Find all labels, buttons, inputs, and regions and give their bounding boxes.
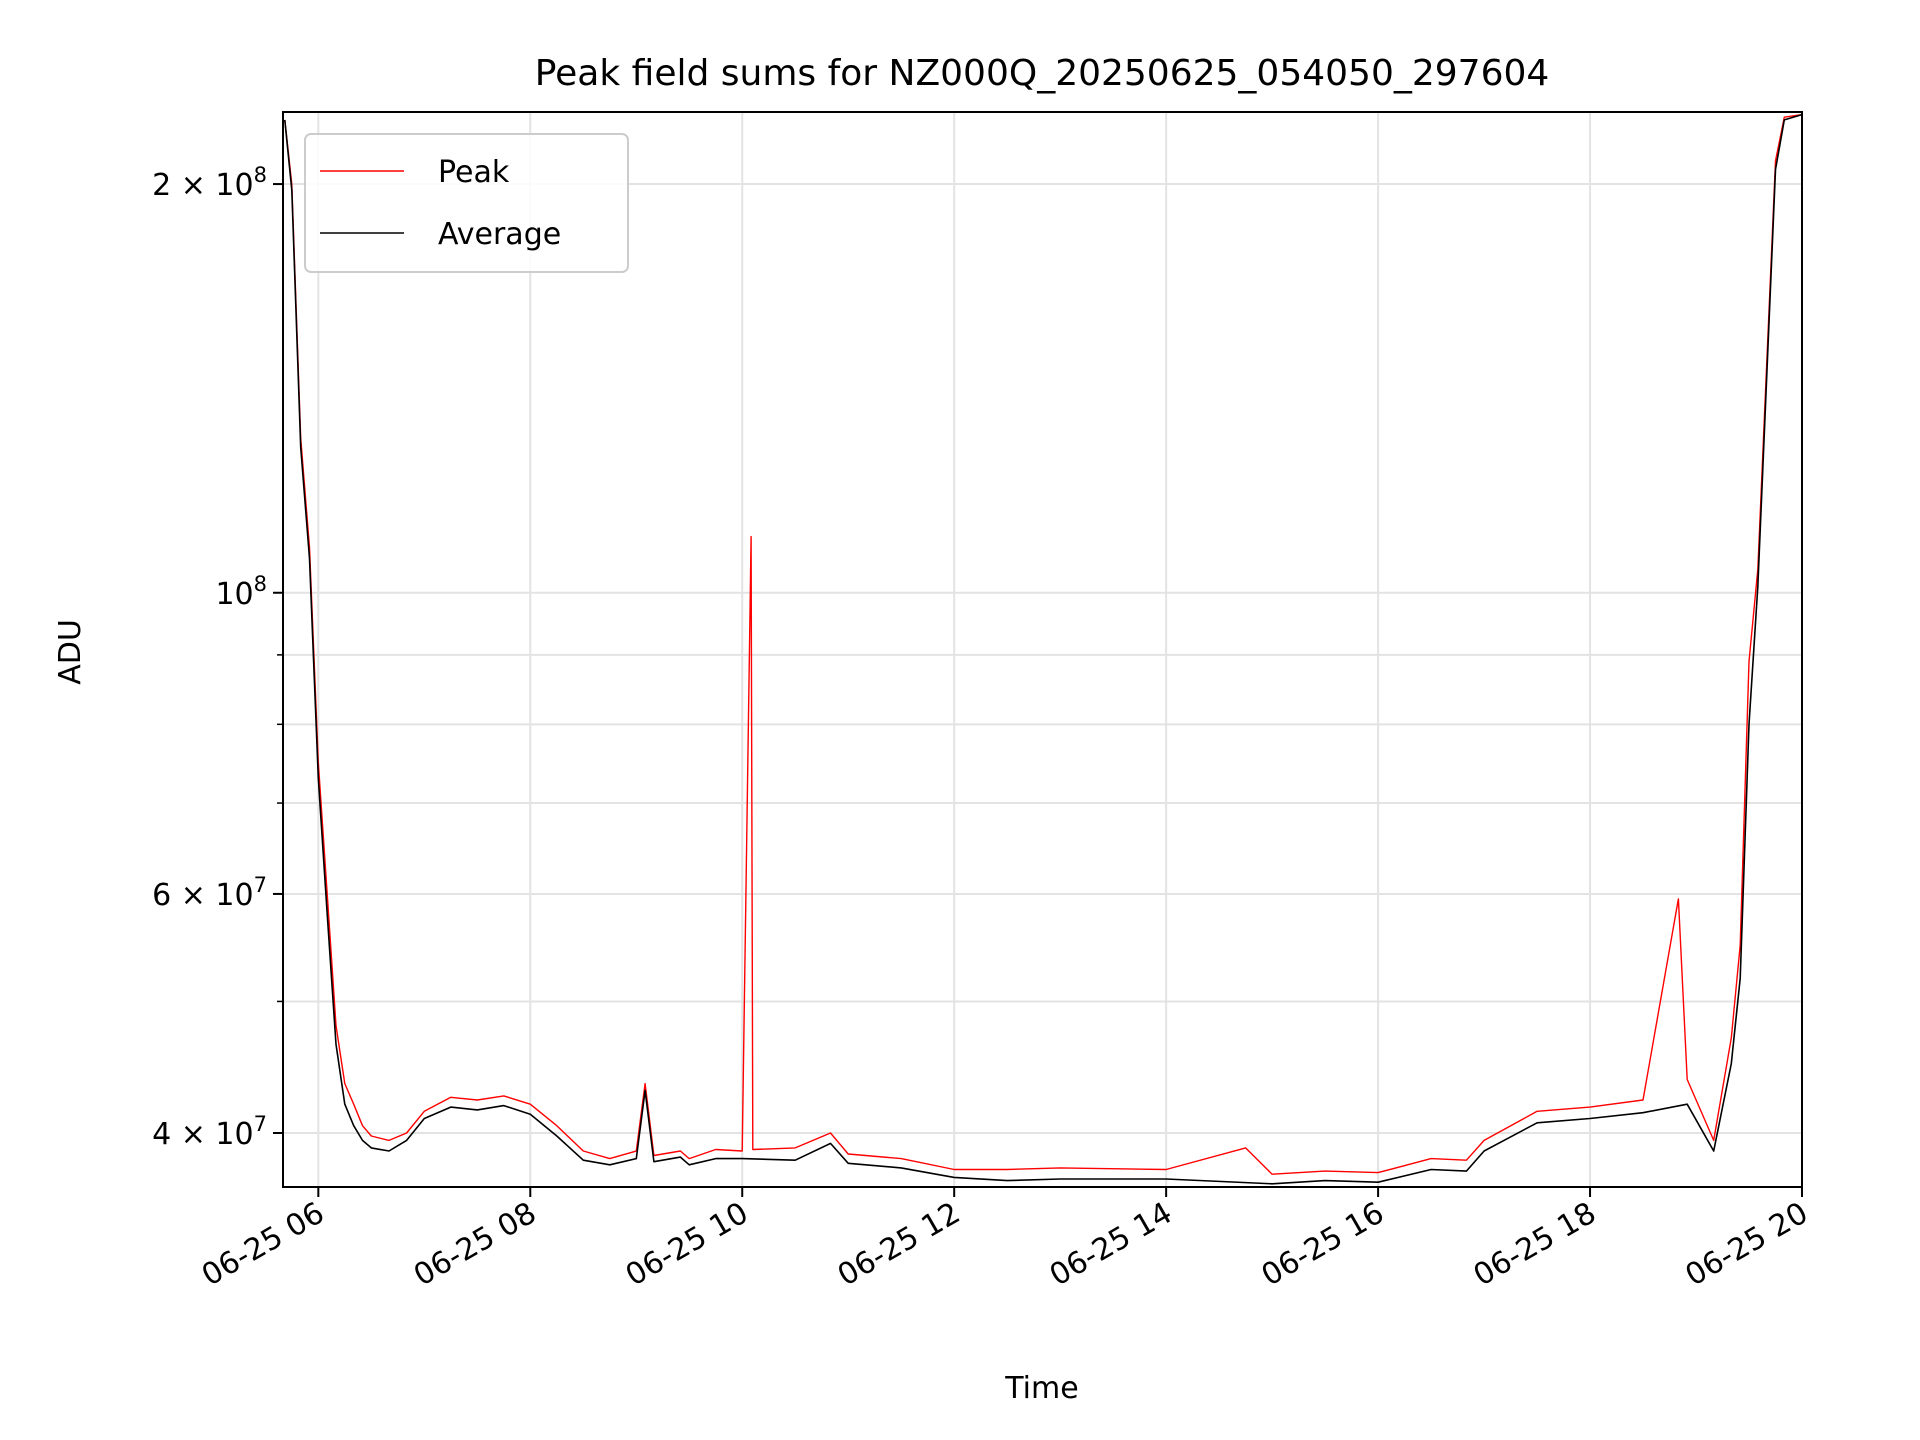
legend: Peak Average — [304, 133, 629, 273]
y-tick-label: 108 — [215, 572, 267, 612]
y-tick-label: 4 × 107 — [152, 1112, 267, 1152]
plot-frame — [282, 111, 1803, 1188]
y-axis: 4 × 107 6 × 107 108 2 × 108 — [152, 163, 283, 1152]
series-line-peak — [284, 113, 1803, 1175]
legend-label-average: Average — [438, 217, 561, 252]
series-line-average — [284, 113, 1803, 1185]
legend-box — [304, 133, 629, 273]
y-axis-label: ADU — [53, 619, 88, 685]
x-axis-label: Time — [1004, 1371, 1078, 1406]
y-tick-label: 6 × 107 — [152, 873, 267, 913]
chart-title: Peak field sums for NZ000Q_20250625_0540… — [535, 53, 1550, 94]
y-tick-label: 2 × 108 — [152, 163, 267, 203]
legend-label-peak: Peak — [438, 155, 510, 190]
series-group — [284, 113, 1803, 1185]
